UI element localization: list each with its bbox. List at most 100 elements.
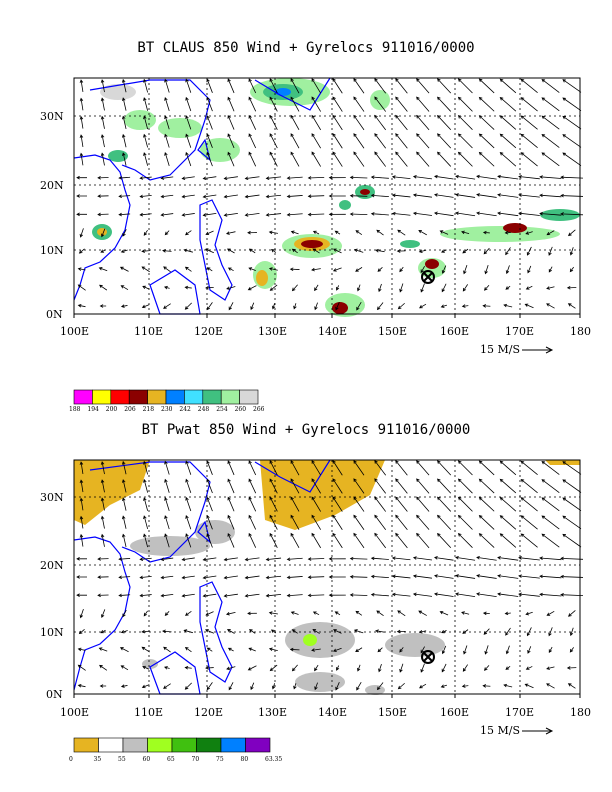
wind-vector: [483, 284, 490, 291]
wind-vector: [223, 575, 238, 580]
wind-vector: [118, 575, 131, 580]
wind-vector: [370, 175, 389, 179]
wind-vector: [539, 211, 562, 216]
wind-vector: [335, 665, 340, 671]
wind-vector: [497, 193, 519, 198]
cloud-patch: [158, 118, 202, 138]
wind-vector: [265, 213, 282, 217]
wind-vector: [290, 496, 300, 512]
cloud-patch: [440, 226, 560, 242]
wind-vector: [374, 96, 387, 112]
panel2-pwat-field: [74, 460, 580, 695]
wind-vector: [441, 629, 447, 634]
wind-vector: [497, 592, 519, 597]
wind-vector: [265, 194, 282, 199]
wind-vector: [311, 151, 322, 167]
wind-vector: [77, 267, 86, 271]
wind-vector: [97, 593, 109, 598]
wind-vector: [476, 592, 497, 598]
wind-vector: [143, 133, 149, 148]
wind-vector: [416, 496, 430, 512]
wind-vector: [223, 557, 238, 562]
wind-vector: [76, 212, 87, 217]
wind-vector: [520, 515, 538, 530]
wind-vector: [335, 285, 340, 291]
wind-vector: [184, 682, 192, 690]
wind-vector: [357, 664, 361, 672]
wind-vector: [120, 285, 129, 291]
wind-vector: [226, 666, 236, 671]
wind-vector: [484, 645, 489, 655]
wind-vector: [505, 285, 511, 290]
coast-taiwan: [197, 138, 212, 162]
wind-vector: [291, 284, 298, 292]
wind-vector: [141, 249, 150, 253]
wind-vector: [143, 533, 149, 548]
wind-vector: [463, 265, 468, 275]
panel1-vector-ref-arrow: [522, 346, 554, 354]
wind-vector: [541, 152, 560, 167]
wind-vector: [181, 593, 195, 598]
wind-vector: [478, 478, 495, 494]
wind-vector: [483, 665, 490, 671]
wind-vector: [227, 532, 235, 548]
wind-vector: [478, 133, 495, 149]
wind-vector: [164, 96, 170, 112]
wind-vector: [293, 683, 297, 690]
wind-vector: [139, 194, 152, 199]
wind-vector: [397, 229, 406, 236]
colorbar-tick-label: 70: [191, 756, 200, 763]
wind-vector: [396, 629, 406, 634]
wind-vector: [98, 647, 108, 652]
wind-vector: [499, 515, 517, 530]
panel2-xlabel: 110E: [134, 706, 164, 719]
wind-vector: [205, 285, 214, 290]
wind-vector: [121, 97, 127, 111]
wind-vector: [291, 664, 298, 672]
wind-vector: [499, 133, 517, 149]
coast-japan: [254, 459, 331, 493]
wind-vector: [349, 556, 368, 561]
panel2-xtick-marks: [73, 694, 581, 698]
wind-vector: [395, 114, 408, 131]
wind-vector: [79, 479, 84, 493]
wind-vector: [250, 682, 255, 691]
wind-vector: [332, 114, 343, 131]
wind-vector: [185, 460, 192, 475]
wind-vector: [569, 627, 574, 637]
wind-vector: [562, 497, 582, 511]
wind-vector: [353, 78, 365, 94]
panel2-xlabel: 120E: [194, 706, 224, 719]
cloud-patch: [425, 259, 439, 269]
wind-vector: [99, 304, 107, 308]
wind-vector: [482, 684, 491, 688]
panel2-vector-ref-label: 15 M/S: [480, 724, 520, 737]
wind-vector: [160, 593, 174, 598]
wind-vector: [244, 213, 260, 217]
colorbar-tick-label: 55: [118, 756, 126, 763]
wind-vector: [268, 611, 278, 615]
wind-vector: [420, 663, 425, 673]
wind-vector: [307, 194, 325, 199]
panel2-coastline: [73, 459, 331, 695]
wind-vector: [560, 175, 584, 180]
wind-vector: [312, 629, 320, 634]
wind-vector: [462, 248, 469, 254]
colorbar-tick-label: 80: [240, 756, 249, 763]
gyreloc-circle: [421, 270, 435, 284]
wind-vector: [265, 176, 282, 180]
wind-vector: [164, 533, 170, 548]
pwat-patch: [130, 536, 210, 556]
wind-vector: [416, 114, 430, 131]
wind-vector: [541, 115, 560, 130]
wind-vector: [206, 647, 213, 652]
pwat-patch: [260, 460, 385, 530]
wind-vector: [391, 193, 411, 198]
wind-vector: [378, 283, 382, 293]
wind-vector: [520, 133, 538, 148]
panel2-vector-ref-arrow: [522, 727, 554, 735]
wind-vector: [143, 229, 148, 236]
wind-vector: [353, 114, 365, 131]
wind-vector: [76, 575, 87, 579]
wind-vector: [307, 212, 325, 217]
